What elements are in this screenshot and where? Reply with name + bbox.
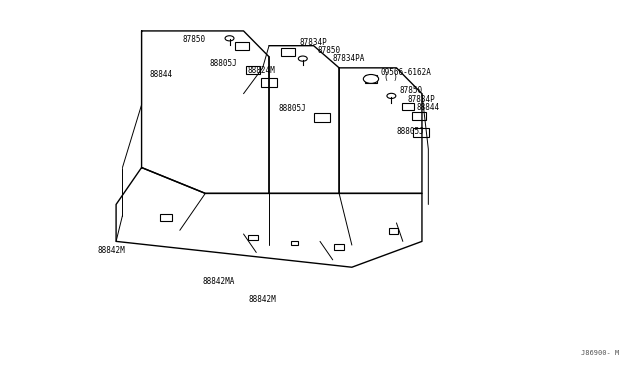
Bar [401, 103, 414, 110]
Text: 87850: 87850 [399, 86, 423, 94]
Text: 88844: 88844 [417, 103, 440, 112]
Bar [413, 128, 429, 137]
Bar [365, 75, 378, 83]
Circle shape [387, 93, 396, 99]
Text: 88844: 88844 [149, 70, 172, 79]
Bar [236, 42, 249, 51]
Text: J86900- M: J86900- M [581, 350, 620, 356]
Bar [246, 65, 260, 74]
Text: 87834P: 87834P [300, 38, 327, 46]
Bar [334, 244, 344, 250]
Text: 88842M: 88842M [98, 246, 125, 255]
Circle shape [364, 74, 379, 83]
Bar [281, 48, 295, 57]
Text: 88805J: 88805J [209, 59, 237, 68]
Text: 09566-6162A: 09566-6162A [381, 68, 431, 77]
Text: 88842M: 88842M [248, 295, 276, 304]
Bar [261, 78, 277, 87]
Text: 88805J: 88805J [396, 127, 424, 136]
Text: 87850: 87850 [317, 46, 340, 55]
Text: 87834P: 87834P [408, 95, 436, 104]
Circle shape [298, 56, 307, 61]
Bar [291, 241, 298, 246]
Bar [314, 113, 330, 122]
Text: 88805J: 88805J [278, 104, 306, 113]
Text: 88842MA: 88842MA [202, 277, 234, 286]
Text: 87850: 87850 [182, 35, 205, 44]
Text: 87834PA: 87834PA [332, 54, 365, 63]
Bar [412, 112, 426, 120]
Bar [388, 228, 398, 234]
Text: 88824M: 88824M [248, 66, 275, 75]
Circle shape [225, 36, 234, 41]
Bar [248, 235, 258, 240]
Text: ( ): ( ) [384, 73, 397, 82]
Bar [160, 214, 172, 221]
